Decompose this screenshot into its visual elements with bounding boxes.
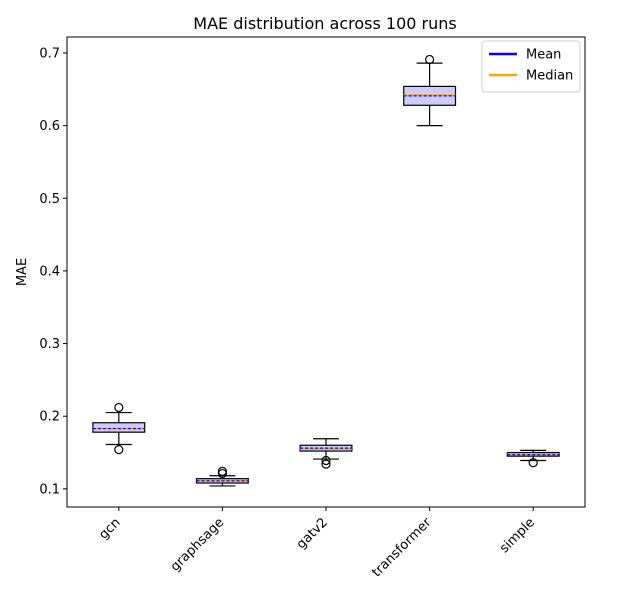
y-axis: 0.1 0.2 0.3 0.4 0.5 0.6 0.7 (39, 46, 67, 497)
legend: Mean Median (481, 40, 581, 93)
y-tick-label: 0.5 (39, 192, 60, 207)
chart-title: MAE distribution across 100 runs (193, 14, 456, 33)
legend-label-mean: Mean (526, 48, 561, 63)
legend-label-median: Median (526, 69, 573, 84)
y-tick-label: 0.2 (39, 410, 60, 425)
box-gcn (92, 402, 146, 455)
y-tick-label: 0.6 (39, 119, 60, 134)
outlier-point (114, 445, 124, 455)
box-gatv2 (299, 438, 353, 469)
outlier-point (217, 468, 227, 479)
x-tick-label: gcn (96, 515, 123, 542)
box-transformer (403, 54, 457, 127)
y-tick-label: 0.4 (39, 264, 60, 279)
x-tick-label: graphsage (168, 515, 227, 574)
y-axis-label: MAE (15, 258, 30, 286)
outlier-point (425, 54, 435, 65)
outlier-point (321, 455, 331, 466)
outlier-point (528, 458, 538, 468)
outlier-point (114, 402, 124, 413)
x-tick-label: simple (497, 515, 538, 556)
x-axis: gcn graphsage gatv2 transformer simple (96, 507, 538, 580)
x-tick-label: transformer (369, 515, 435, 581)
y-tick-label: 0.3 (39, 337, 60, 352)
boxes-layer (92, 54, 560, 487)
outlier-point (321, 459, 331, 469)
plot-frame (66, 36, 586, 508)
x-tick-label: gatv2 (294, 515, 331, 552)
box-graphsage (195, 466, 249, 487)
y-tick-label: 0.1 (39, 482, 60, 497)
y-tick-label: 0.7 (39, 46, 60, 61)
box-iqr (92, 422, 146, 433)
plot-area: 0.1 0.2 0.3 0.4 0.5 0.6 0.7 gcn graphsage gatv2 t… (39, 36, 586, 580)
box-simple (506, 449, 560, 468)
